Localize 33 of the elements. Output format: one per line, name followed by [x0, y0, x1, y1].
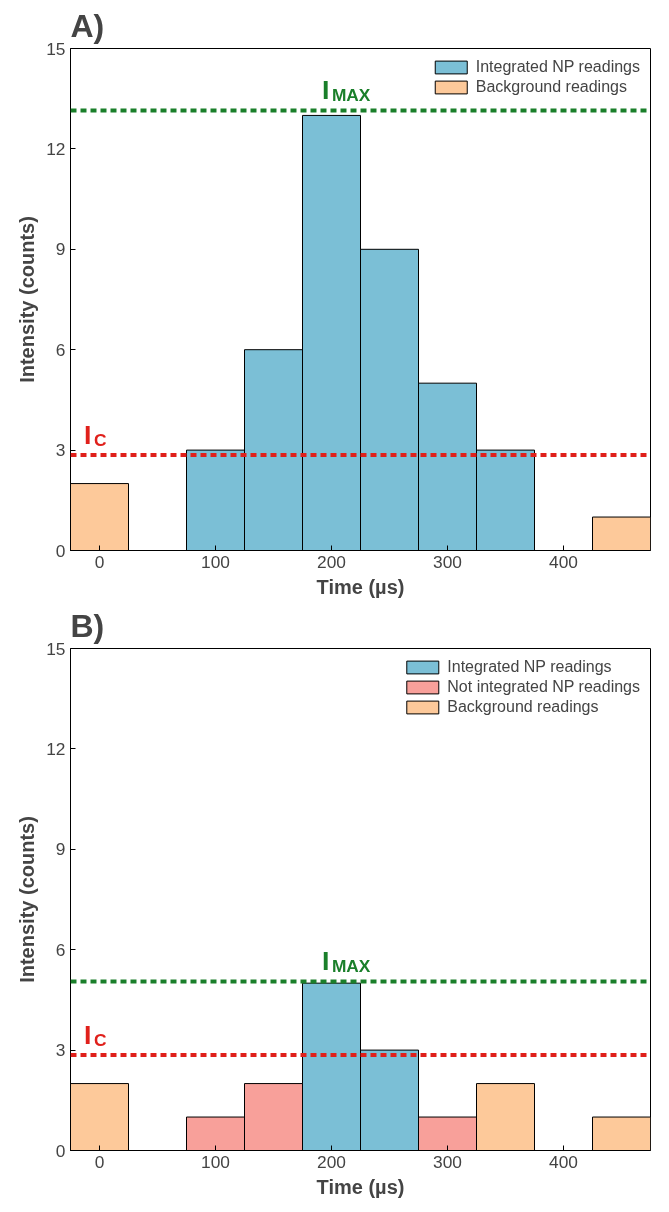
- y-tick-label: 15: [46, 638, 66, 659]
- x-tick-label: 200: [317, 551, 346, 572]
- y-tick-label: 12: [46, 738, 66, 759]
- legend-label: Not integrated NP readings: [447, 678, 640, 696]
- ref-line-label: IC: [84, 420, 108, 451]
- x-tick-label: 0: [94, 1151, 105, 1172]
- y-tick-label: 6: [55, 339, 66, 360]
- y-tick-label: 15: [46, 38, 66, 59]
- ref-line-label: IC: [84, 1020, 108, 1051]
- x-tick-label: 300: [433, 551, 462, 572]
- x-axis-title: Time (µs): [316, 575, 405, 598]
- y-axis-title: Intensity (counts): [16, 216, 39, 383]
- y-tick-label: 3: [55, 1040, 66, 1061]
- legend-label: Integrated NP readings: [475, 58, 640, 76]
- legend-label: Background readings: [475, 78, 627, 96]
- x-tick-label: 100: [201, 1151, 230, 1172]
- x-tick-label: 300: [433, 1151, 462, 1172]
- x-tick-label: 400: [549, 551, 578, 572]
- x-tick-label: 100: [201, 551, 230, 572]
- y-axis-title: Intensity (counts): [16, 816, 39, 983]
- y-tick-label: 9: [55, 839, 66, 860]
- x-tick-label: 0: [94, 551, 105, 572]
- y-tick-label: 12: [46, 138, 66, 159]
- legend-label: Integrated NP readings: [447, 658, 612, 676]
- chart-title: A): [70, 7, 105, 44]
- chart-title: B): [70, 607, 105, 644]
- y-tick-label: 9: [55, 239, 66, 260]
- x-tick-label: 200: [317, 1151, 346, 1172]
- legend-label: Background readings: [447, 698, 599, 716]
- y-tick-label: 6: [55, 939, 66, 960]
- y-tick-label: 3: [55, 440, 66, 461]
- x-axis-title: Time (µs): [316, 1175, 405, 1198]
- x-tick-label: 400: [549, 1151, 578, 1172]
